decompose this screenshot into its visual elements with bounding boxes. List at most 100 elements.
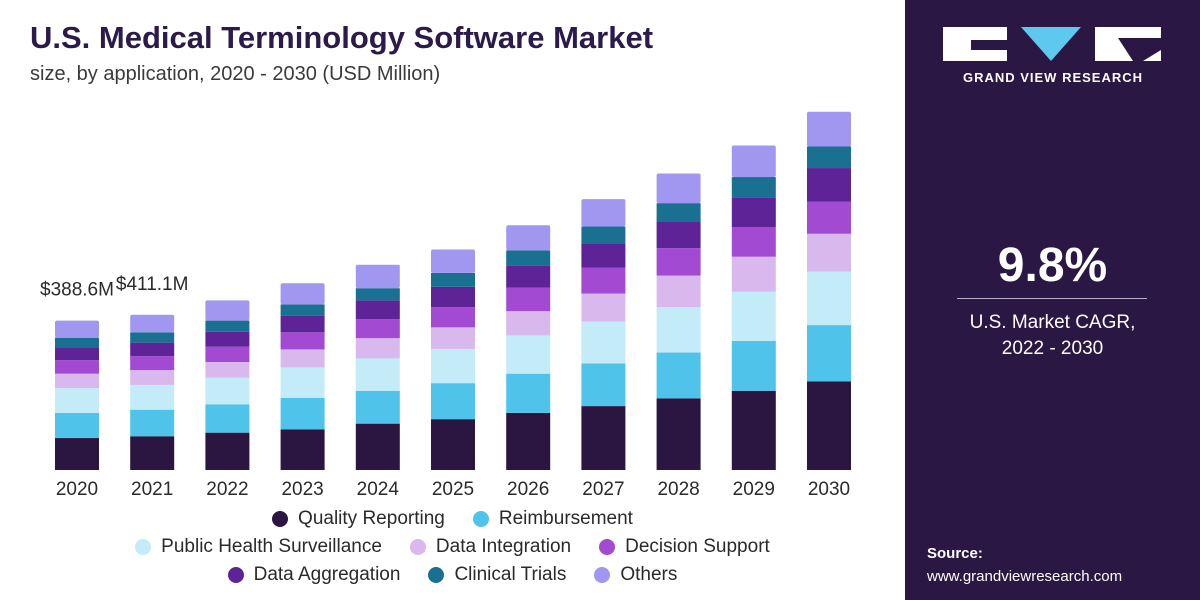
logo-mark	[943, 27, 1161, 61]
bar-segment	[581, 226, 626, 244]
x-tick-label: 2023	[281, 479, 323, 500]
bar-segment	[130, 342, 175, 357]
cagr-label-line2: 2022 - 2030	[1001, 338, 1104, 359]
bar-segment	[581, 406, 626, 470]
bar-segment	[731, 390, 776, 470]
legend-swatch	[599, 539, 616, 555]
bar-segment	[355, 264, 400, 289]
legend-label: Decision Support	[625, 536, 770, 557]
legend-label: Quality Reporting	[298, 508, 445, 529]
source-url[interactable]: www.grandviewresearch.com	[927, 568, 1123, 585]
bar-segment	[656, 275, 701, 308]
bar-segment	[55, 438, 99, 470]
cagr-label: U.S. Market CAGR, 2022 - 2030	[905, 310, 1200, 362]
bar-segment	[656, 352, 701, 399]
divider	[957, 298, 1147, 299]
bar-segment	[581, 243, 626, 268]
bar-segment	[205, 404, 250, 433]
bar-segment	[506, 287, 551, 312]
cagr-label-line1: U.S. Market CAGR,	[969, 312, 1136, 333]
bar-segment	[280, 349, 325, 368]
data-label: $388.6M	[40, 280, 114, 301]
legend-label: Others	[620, 564, 678, 585]
chart-title: U.S. Medical Terminology Software Market	[30, 20, 654, 55]
bar-segment	[807, 111, 851, 147]
bar-segment	[581, 293, 626, 322]
bar-segment	[731, 197, 776, 227]
legend-row: Public Health Surveillance Data Integrati…	[0, 533, 905, 561]
chart-area: U.S. Medical Terminology Software Market…	[0, 20, 905, 589]
bar-segment	[280, 367, 325, 398]
x-tick-label: 2030	[808, 479, 850, 500]
bar-segment	[581, 267, 626, 294]
bar-segment	[807, 146, 851, 169]
bar-segment	[55, 412, 99, 439]
gvr-logo	[943, 27, 1161, 61]
bar-segment	[581, 321, 626, 364]
bar-segment	[280, 304, 325, 316]
legend-item: Reimbursement	[472, 508, 633, 530]
legend-label: Data Aggregation	[253, 564, 401, 585]
x-tick-label: 2028	[657, 479, 699, 500]
legend-item: Public Health Surveillance	[135, 536, 382, 558]
bar-segment	[130, 314, 175, 333]
bar-segment	[656, 203, 701, 222]
chart-legend: Quality Reporting Reimbursement Public Hea…	[0, 505, 905, 589]
bar-segment	[205, 331, 250, 347]
bar-segment	[431, 272, 475, 287]
bar-segment	[355, 338, 400, 359]
bar-segment	[55, 373, 99, 389]
bar-segment	[581, 363, 626, 407]
legend-row: Quality Reporting Reimbursement	[0, 505, 905, 533]
bar-segment	[355, 390, 400, 424]
bar-segment	[431, 286, 475, 308]
bar-segment	[807, 325, 851, 382]
bar-segment	[55, 388, 99, 413]
x-tick-label: 2020	[56, 479, 98, 500]
bar-segment	[731, 291, 776, 341]
bar-segment	[807, 233, 851, 272]
bar-segment	[205, 320, 250, 332]
bar-segment	[506, 335, 551, 374]
bar-segment	[205, 377, 250, 405]
x-tick-label: 2027	[582, 479, 624, 500]
legend-swatch	[428, 567, 445, 583]
stacked-bar-chart: 2020 2021 2022 2023 2024 2025 2026 2027 2028 2029…	[40, 111, 851, 500]
bar-segment	[431, 327, 475, 349]
bar-segment	[130, 370, 175, 385]
bar-segment	[506, 412, 551, 470]
legend-item: Clinical Trials	[428, 564, 566, 586]
chart-subtitle: size, by application, 2020 - 2030 (USD M…	[30, 63, 441, 85]
legend-item: Quality Reporting	[272, 508, 445, 530]
legend-label: Clinical Trials	[454, 564, 567, 585]
bar-segment	[656, 221, 701, 249]
legend-swatch	[135, 539, 152, 555]
bar-segment	[355, 288, 400, 301]
bar-segment	[205, 300, 250, 321]
bar-segment	[656, 248, 701, 276]
bar-segment	[55, 337, 99, 348]
bar-segment	[656, 398, 701, 470]
legend-swatch	[409, 539, 426, 555]
bar-segment	[807, 271, 851, 326]
bar-segment	[731, 145, 776, 178]
legend-swatch	[472, 511, 489, 527]
bar-segment	[205, 432, 250, 470]
legend-item: Others	[594, 564, 677, 586]
bar-segment	[130, 384, 175, 410]
x-tick-label: 2026	[507, 479, 549, 500]
bar-segment	[431, 307, 475, 328]
bar-segment	[506, 265, 551, 288]
legend-label: Data Integration	[435, 536, 572, 557]
x-tick-label: 2022	[206, 479, 248, 500]
side-panel: GRAND VIEW RESEARCH 9.8% U.S. Market CAG…	[905, 0, 1200, 600]
bar-segment	[431, 348, 475, 384]
bar-segment	[55, 347, 99, 361]
x-tick-label: 2025	[432, 479, 474, 500]
bar-segment	[506, 250, 551, 266]
bar-segment	[807, 168, 851, 202]
bar-segment	[130, 332, 175, 343]
bar-segment	[807, 201, 851, 234]
source-label: Source:	[927, 545, 983, 562]
